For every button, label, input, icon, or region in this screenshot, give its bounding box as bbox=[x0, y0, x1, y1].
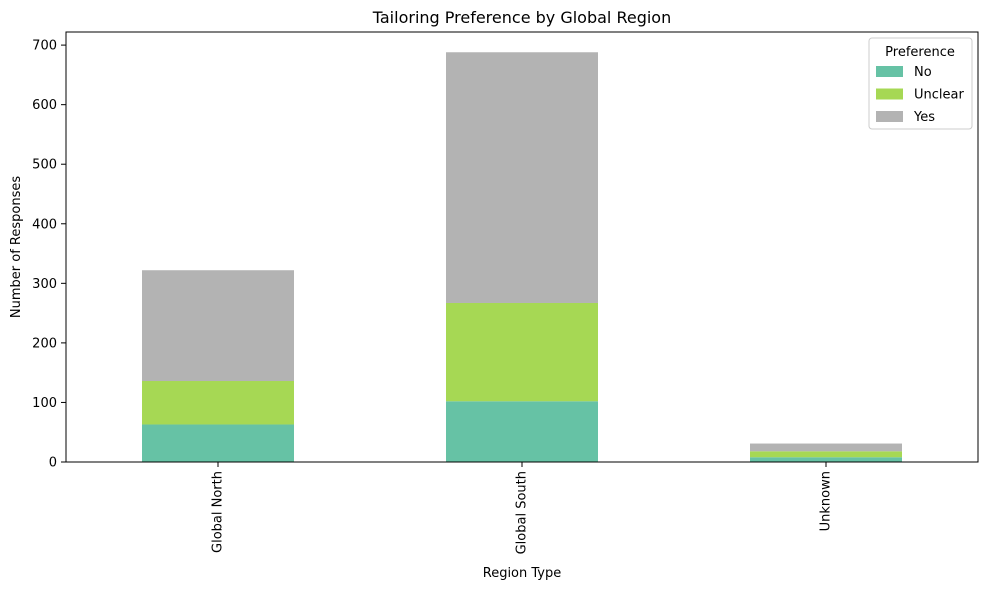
y-tick-label: 400 bbox=[32, 217, 57, 232]
y-tick-label: 200 bbox=[32, 336, 57, 351]
y-tick-label: 600 bbox=[32, 98, 57, 113]
x-tick-label: Unknown bbox=[819, 471, 834, 531]
chart-title: Tailoring Preference by Global Region bbox=[372, 8, 671, 27]
y-tick-label: 300 bbox=[32, 277, 57, 292]
bar-segment-unclear-global-north bbox=[142, 381, 294, 425]
bar-segment-unclear-unknown bbox=[750, 451, 902, 458]
legend-label-yes: Yes bbox=[913, 110, 935, 125]
legend-swatch-no bbox=[876, 66, 903, 77]
legend-label-no: No bbox=[914, 65, 932, 80]
bar-segment-yes-unknown bbox=[750, 443, 902, 452]
legend: Preference No Unclear Yes bbox=[868, 37, 973, 130]
y-tick-label: 0 bbox=[49, 456, 57, 471]
legend-swatch-yes bbox=[876, 111, 903, 122]
bar-segment-unclear-global-south bbox=[446, 302, 598, 402]
y-tick-label: 500 bbox=[32, 158, 57, 173]
bar-segment-no-global-south bbox=[446, 401, 598, 462]
bar-segment-yes-global-north bbox=[142, 270, 294, 382]
legend-title: Preference bbox=[885, 45, 955, 60]
y-tick-label: 100 bbox=[32, 396, 57, 411]
bars-layer bbox=[142, 52, 902, 462]
legend-label-unclear: Unclear bbox=[914, 88, 964, 103]
bar-segment-no-global-north bbox=[142, 424, 294, 462]
x-tick-label: Global North bbox=[211, 471, 226, 553]
bar-segment-no-unknown bbox=[750, 457, 902, 462]
legend-box bbox=[868, 37, 973, 130]
y-axis: 0 100 200 300 400 500 600 700 bbox=[32, 39, 66, 471]
x-tick-label: Global South bbox=[515, 471, 530, 554]
plot-area-frame bbox=[65, 31, 979, 463]
legend-swatch-unclear bbox=[876, 88, 903, 100]
y-axis-label: Number of Responses bbox=[9, 176, 24, 318]
x-axis-label: Region Type bbox=[483, 566, 562, 581]
bar-segment-yes-global-south bbox=[446, 52, 598, 303]
legend-items: No Unclear Yes bbox=[876, 65, 964, 125]
y-tick-label: 700 bbox=[32, 39, 57, 54]
x-axis: Global North Global South Unknown bbox=[211, 462, 834, 554]
